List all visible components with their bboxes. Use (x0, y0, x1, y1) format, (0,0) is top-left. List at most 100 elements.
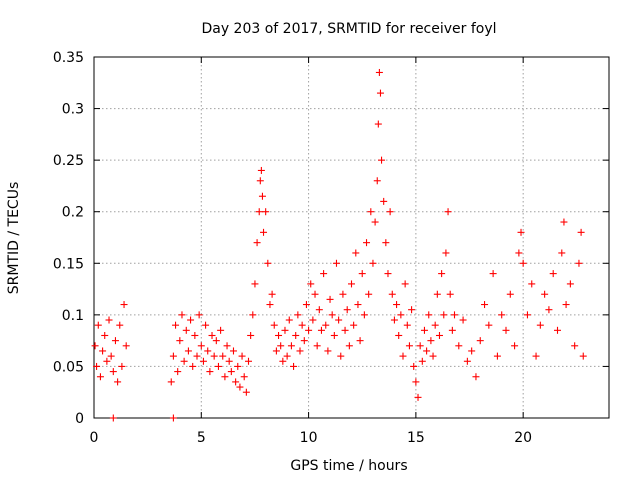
data-point (517, 228, 525, 236)
data-point (229, 347, 237, 355)
data-point (279, 357, 287, 365)
data-point (249, 311, 257, 319)
data-point (275, 331, 283, 339)
data-point (435, 331, 443, 339)
data-point (298, 321, 306, 329)
data-point (330, 331, 338, 339)
data-point (311, 290, 319, 298)
data-point (206, 368, 214, 376)
data-point (290, 362, 298, 370)
data-point (378, 156, 386, 164)
data-point (109, 368, 117, 376)
data-point (257, 166, 265, 174)
data-point (498, 311, 506, 319)
y-tick-label: 0 (75, 411, 84, 427)
data-point (255, 208, 263, 216)
data-point (221, 373, 229, 381)
data-point (217, 326, 225, 334)
data-point (116, 321, 124, 329)
data-point (193, 352, 201, 360)
data-point (167, 378, 175, 386)
data-point (197, 342, 205, 350)
data-point (120, 301, 128, 309)
data-point (99, 347, 107, 355)
data-point (111, 337, 119, 345)
data-point (305, 326, 313, 334)
data-point (195, 311, 203, 319)
data-point (212, 337, 220, 345)
data-point (296, 347, 304, 355)
data-point (367, 208, 375, 216)
data-point (348, 280, 355, 288)
data-point (485, 321, 493, 329)
data-point (199, 357, 207, 365)
data-point (270, 321, 278, 329)
data-point (408, 306, 416, 314)
data-point (386, 208, 394, 216)
x-tick-labels: 0 5 10 15 20 (90, 430, 533, 446)
data-point (410, 362, 418, 370)
data-point (96, 373, 104, 381)
data-point (360, 311, 368, 319)
data-point (352, 249, 360, 257)
data-point (354, 301, 362, 309)
data-point (382, 239, 390, 247)
data-point (375, 68, 383, 76)
data-point (258, 192, 266, 200)
data-point (328, 311, 336, 319)
data-point (317, 326, 325, 334)
data-point (169, 414, 177, 422)
data-point (463, 357, 471, 365)
data-point (176, 337, 184, 345)
data-points (91, 68, 587, 422)
data-point (380, 197, 388, 205)
data-point (204, 347, 212, 355)
data-point (324, 347, 332, 355)
data-point (315, 306, 323, 314)
data-point (320, 270, 328, 278)
data-point (223, 342, 231, 350)
data-point (554, 326, 561, 334)
data-point (440, 311, 448, 319)
y-axis-label: SRMTID / TECUs (6, 182, 22, 295)
data-point (313, 342, 321, 350)
x-axis-label: GPS time / hours (290, 458, 407, 474)
data-point (502, 326, 510, 334)
data-point (219, 352, 227, 360)
data-point (506, 290, 514, 298)
y-tick-label: 0.15 (53, 256, 84, 272)
data-point (562, 301, 570, 309)
data-point (118, 362, 126, 370)
data-point (363, 239, 371, 247)
data-point (423, 347, 431, 355)
data-point (262, 208, 270, 216)
data-point (459, 316, 467, 324)
data-point (189, 362, 197, 370)
data-point (234, 362, 242, 370)
plot-frame (93, 56, 610, 419)
data-point (93, 362, 101, 370)
data-point (448, 326, 456, 334)
data-point (549, 270, 557, 278)
data-point (431, 321, 439, 329)
data-point (401, 280, 409, 288)
data-point (579, 352, 587, 360)
data-point (558, 249, 566, 257)
data-point (339, 290, 347, 298)
data-point (519, 259, 527, 267)
data-point (369, 259, 377, 267)
x-tick-label: 15 (407, 430, 425, 446)
data-point (373, 177, 381, 185)
data-point (294, 311, 302, 319)
data-point (345, 342, 353, 350)
data-point (105, 316, 113, 324)
data-point (451, 311, 458, 319)
data-point (287, 342, 295, 350)
y-tick-label: 0.3 (62, 102, 84, 118)
data-point (425, 311, 433, 319)
data-point (268, 290, 276, 298)
data-point (405, 342, 413, 350)
data-point (523, 311, 531, 319)
data-point (388, 290, 396, 298)
y-tick-labels: 0 0.05 0.1 0.15 0.2 0.25 0.3 0.35 (53, 50, 84, 427)
